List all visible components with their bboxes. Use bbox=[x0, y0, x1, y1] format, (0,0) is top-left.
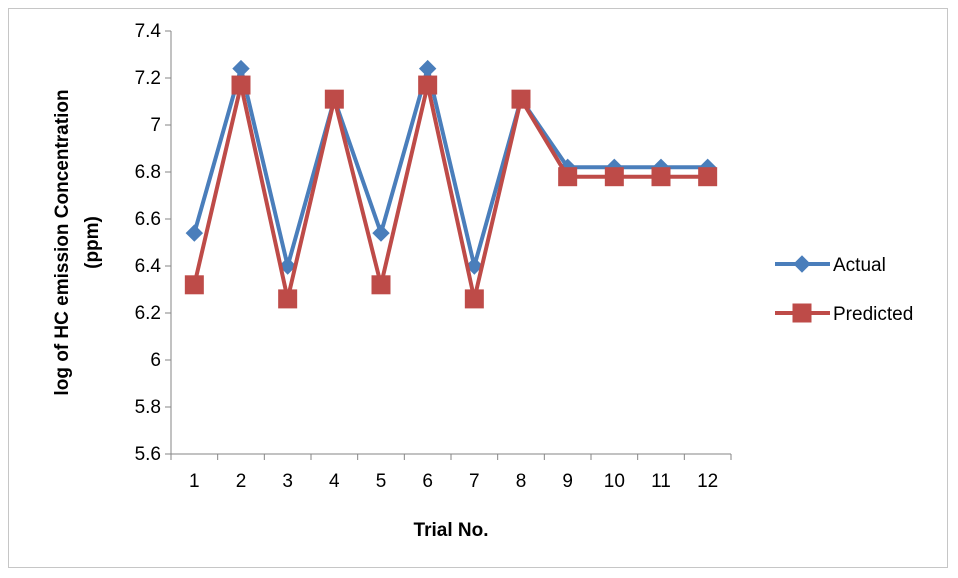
data-point-predicted bbox=[604, 167, 624, 187]
data-point-actual bbox=[185, 224, 204, 242]
y-axis-title: log of HC emission Concentration bbox=[52, 89, 73, 395]
data-point-predicted bbox=[558, 167, 578, 187]
x-tick-label: 4 bbox=[329, 471, 340, 492]
y-tick-label: 7 bbox=[150, 115, 161, 136]
series-line-actual bbox=[192, 66, 708, 268]
x-tick-label: 6 bbox=[422, 471, 433, 492]
y-tick-label: 7.4 bbox=[135, 21, 162, 42]
series-predicted bbox=[184, 75, 718, 309]
legend: Actual Predicted bbox=[775, 255, 913, 325]
data-point-actual bbox=[418, 59, 437, 78]
y-tick-label: 7.2 bbox=[135, 68, 161, 89]
y-tick-label: 5.6 bbox=[135, 444, 161, 465]
y-tick-label: 5.8 bbox=[135, 397, 161, 418]
data-point-predicted bbox=[278, 289, 298, 309]
x-tick-label: 1 bbox=[189, 471, 200, 492]
x-tick-label: 9 bbox=[562, 471, 573, 492]
legend-label: Predicted bbox=[833, 304, 913, 325]
y-tick-label: 6.2 bbox=[135, 303, 161, 324]
legend-swatch-marker bbox=[792, 303, 812, 323]
data-point-predicted bbox=[651, 167, 671, 187]
series-actual bbox=[185, 59, 717, 275]
y-tick-label: 6.8 bbox=[135, 162, 161, 183]
x-tick-label: 12 bbox=[697, 471, 718, 492]
y-axis-title-unit: (ppm) bbox=[82, 216, 103, 269]
data-point-actual bbox=[278, 257, 297, 275]
legend-item-predicted: Predicted bbox=[775, 303, 913, 325]
x-axis-title: Trial No. bbox=[414, 520, 489, 541]
x-tick-label: 8 bbox=[516, 471, 527, 492]
x-tick-label: 10 bbox=[604, 471, 625, 492]
data-point-predicted bbox=[698, 167, 718, 187]
data-point-predicted bbox=[231, 75, 251, 95]
x-axis: 1 2 3 4 5 6 7 8 9 10 11 12 bbox=[170, 453, 732, 492]
data-point-predicted bbox=[464, 289, 484, 309]
series-layer bbox=[184, 59, 718, 309]
y-axis: 5.6 5.8 6 6.2 6.4 6.6 6.8 7 7.2 7.4 bbox=[135, 21, 172, 465]
y-tick-label: 6 bbox=[150, 350, 161, 371]
x-tick-label: 3 bbox=[282, 471, 293, 492]
data-point-predicted bbox=[324, 89, 344, 109]
x-tick-label: 2 bbox=[236, 471, 247, 492]
data-point-predicted bbox=[184, 275, 204, 295]
legend-item-actual: Actual bbox=[775, 255, 886, 276]
y-tick-label: 6.6 bbox=[135, 209, 161, 230]
legend-label: Actual bbox=[833, 255, 886, 276]
x-tick-label: 5 bbox=[376, 471, 387, 492]
legend-swatch-marker bbox=[793, 255, 811, 273]
x-tick-label: 11 bbox=[651, 471, 671, 492]
data-point-predicted bbox=[371, 275, 391, 295]
data-point-actual bbox=[372, 224, 390, 242]
x-tick-label: 7 bbox=[469, 471, 480, 492]
data-point-actual bbox=[232, 59, 250, 78]
data-point-predicted bbox=[418, 75, 438, 95]
y-tick-label: 6.4 bbox=[135, 256, 162, 277]
data-point-predicted bbox=[511, 89, 531, 109]
data-point-actual bbox=[465, 257, 484, 275]
